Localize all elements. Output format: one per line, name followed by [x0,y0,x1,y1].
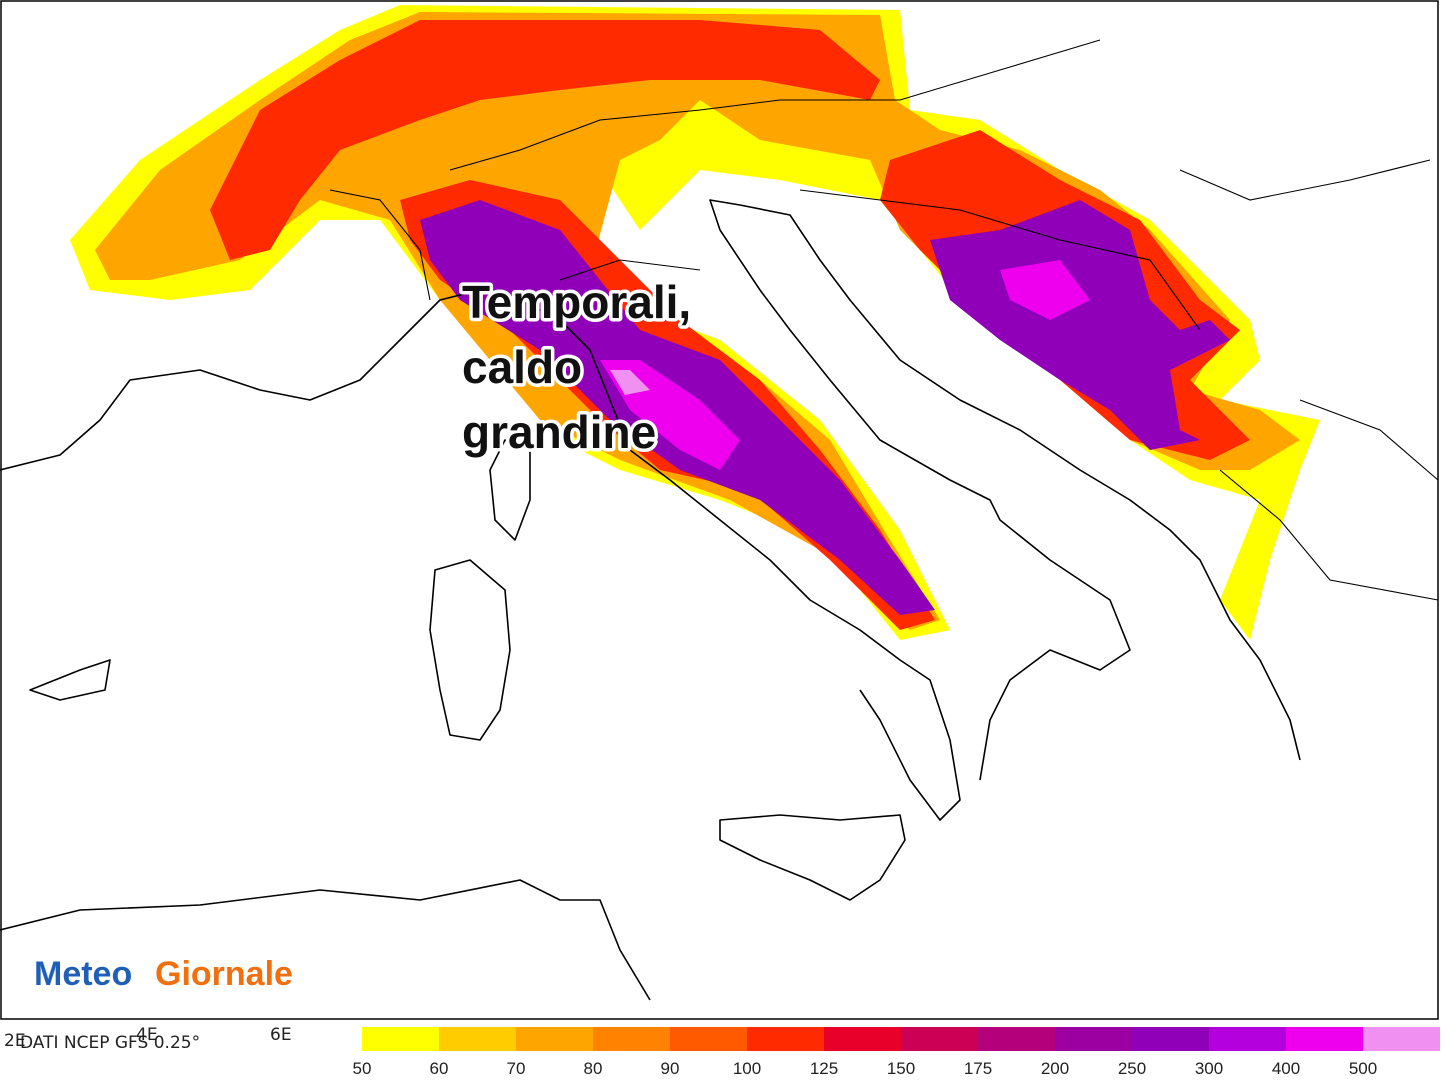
legend-label: 500 [1349,1059,1377,1078]
legend-swatch [1209,1027,1286,1051]
legend-label: 80 [584,1059,603,1078]
legend-swatch [362,1027,439,1051]
legend-swatch [670,1027,747,1051]
color-legend: 50 60 70 80 90 100 125 150 175 200 250 300 400 500 [353,1027,1440,1078]
coastlines [0,39,1439,1001]
annotation-line: grandine [462,406,656,458]
map-frame [0,0,1439,1020]
legend-swatch [439,1027,516,1051]
legend-label: 90 [661,1059,680,1078]
lon-label: 2E [4,1031,26,1051]
legend-swatch [1055,1027,1132,1051]
logo: Meteo Giornale [34,955,293,993]
logo-meteo: Meteo [34,955,132,993]
legend-label: 50 [353,1059,372,1078]
legend-swatch [824,1027,901,1051]
legend-label: 125 [810,1059,838,1078]
legend-label: 175 [964,1059,992,1078]
legend-swatch [1286,1027,1363,1051]
precip-field [70,5,1320,640]
annotation-line: caldo [462,341,582,393]
legend-label: 200 [1041,1059,1069,1078]
legend-label: 70 [507,1059,526,1078]
legend-label: 150 [887,1059,915,1078]
legend-label: 250 [1118,1059,1146,1078]
lon-label: 6E [270,1025,292,1045]
legend-swatch [593,1027,670,1051]
legend-swatch [516,1027,593,1051]
annotation-line: Temporali, [462,276,691,328]
legend-label: 400 [1272,1059,1300,1078]
legend-swatch [747,1027,824,1051]
data-source: DATI NCEP GFS 0.25° [20,1033,200,1053]
legend-label: 300 [1195,1059,1223,1078]
legend-swatch [1132,1027,1209,1051]
logo-giornale: Giornale [155,955,293,993]
legend-swatch [1363,1027,1440,1051]
lon-label: 4E [136,1025,158,1045]
legend-swatch [901,1027,978,1051]
legend-label: 100 [733,1059,761,1078]
annotation: Temporali, caldo grandine [459,273,695,462]
legend-swatch [978,1027,1055,1051]
legend-label: 60 [430,1059,449,1078]
